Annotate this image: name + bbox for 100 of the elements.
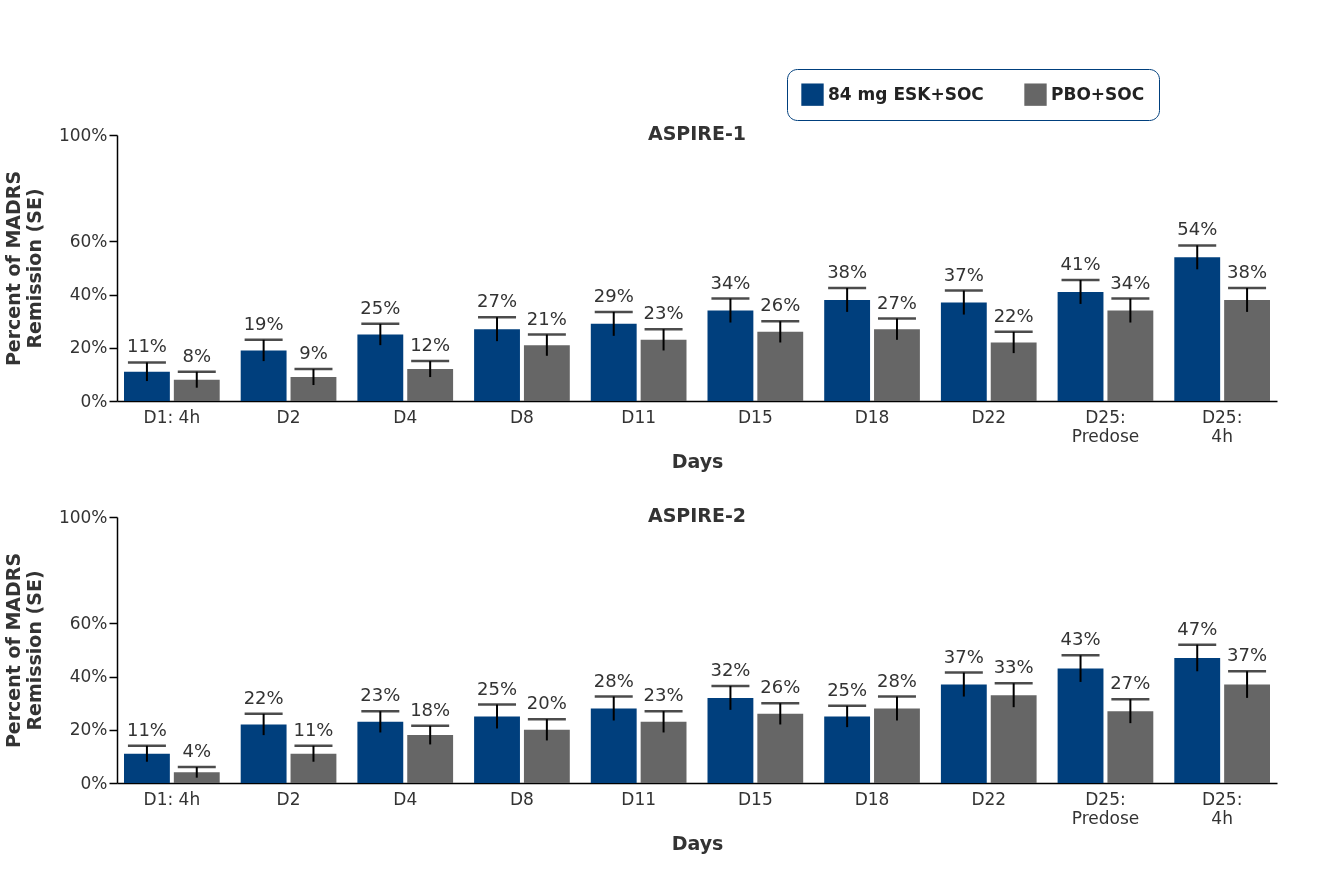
- data-label: 37%: [943, 263, 984, 285]
- x-tick-label: D4: [393, 406, 418, 427]
- bar: [757, 331, 804, 401]
- data-label: 29%: [593, 284, 634, 306]
- bar: [407, 369, 454, 401]
- x-tick-label: D18: [854, 406, 890, 427]
- data-label: 28%: [593, 669, 634, 691]
- bar: [707, 697, 754, 783]
- data-label: 27%: [1110, 672, 1151, 694]
- x-tick-label: D4: [393, 788, 418, 809]
- x-tick-label: D11: [621, 406, 657, 427]
- bar: [357, 334, 404, 401]
- data-label: 38%: [827, 260, 868, 282]
- y-tick-label: 40%: [69, 284, 108, 305]
- bar: [590, 708, 637, 783]
- x-axis-title: Days: [671, 831, 724, 854]
- bar: [940, 302, 987, 401]
- bar: [824, 716, 871, 783]
- bar: [640, 339, 687, 401]
- data-label: 34%: [1110, 271, 1151, 293]
- data-label: 22%: [243, 686, 284, 708]
- data-label: 23%: [360, 684, 401, 706]
- y-tick-label: 100%: [58, 506, 108, 527]
- bar: [173, 379, 220, 401]
- data-label: 34%: [710, 271, 751, 293]
- x-tick-label: D8: [510, 788, 534, 809]
- y-tick-label: 60%: [69, 612, 108, 633]
- y-axis-title: Percent of MADRS Remission (SE): [1, 170, 45, 367]
- legend-label: PBO+SOC: [1051, 83, 1145, 104]
- bar: [940, 684, 987, 783]
- bar: [757, 713, 804, 783]
- data-label: 18%: [410, 698, 451, 720]
- bar: [1107, 711, 1154, 783]
- data-label: 11%: [126, 718, 167, 740]
- data-label: 11%: [293, 718, 334, 740]
- x-tick-label: D1: 4h: [143, 406, 201, 427]
- data-label: 12%: [410, 334, 451, 356]
- bar: [990, 342, 1037, 401]
- bar: [240, 724, 287, 783]
- bar: [357, 721, 404, 783]
- bar: [240, 350, 287, 401]
- data-label: 27%: [876, 291, 917, 313]
- bar: [1174, 257, 1221, 401]
- data-label: 33%: [993, 656, 1034, 678]
- y-tick-label: 20%: [69, 719, 108, 740]
- x-tick-label: D18: [854, 788, 890, 809]
- data-label: 26%: [760, 676, 801, 698]
- data-label: 23%: [643, 302, 684, 324]
- data-label: 25%: [827, 678, 868, 700]
- bar: [874, 329, 920, 401]
- x-tick-label: D2: [276, 788, 301, 809]
- x-tick-label: D25: 4h: [1201, 406, 1243, 446]
- data-label: 4%: [182, 740, 212, 762]
- data-label: 26%: [760, 294, 801, 316]
- y-tick-label: 0%: [80, 390, 108, 411]
- bar: [1224, 299, 1270, 401]
- bar: [173, 772, 220, 783]
- bar: [1057, 291, 1104, 401]
- bar: [523, 729, 570, 783]
- y-tick-label: 100%: [58, 124, 108, 145]
- bar: [290, 377, 337, 401]
- bar: [590, 323, 637, 401]
- bar: [124, 371, 170, 401]
- data-label: 20%: [526, 692, 567, 714]
- data-label: 32%: [710, 658, 751, 680]
- bar: [707, 310, 754, 401]
- data-label: 47%: [1177, 617, 1218, 639]
- bar: [824, 299, 871, 401]
- data-label: 27%: [477, 290, 518, 312]
- bar: [640, 721, 687, 783]
- bar: [1174, 657, 1221, 783]
- x-tick-label: D22: [971, 406, 1007, 427]
- data-label: 22%: [993, 304, 1034, 326]
- bar: [1057, 668, 1104, 783]
- data-label: 25%: [360, 296, 401, 318]
- x-tick-label: D25: 4h: [1201, 788, 1243, 828]
- y-tick-label: 40%: [69, 666, 108, 687]
- bar: [474, 329, 520, 401]
- y-axis-title: Percent of MADRS Remission (SE): [1, 552, 45, 749]
- legend-label: 84 mg ESK+SOC: [828, 83, 984, 104]
- data-label: 9%: [299, 342, 328, 364]
- data-label: 25%: [477, 677, 518, 699]
- bar: [523, 345, 570, 401]
- x-tick-label: D25: Predose: [1071, 406, 1140, 446]
- x-tick-label: D22: [971, 788, 1007, 809]
- x-tick-label: D11: [621, 788, 657, 809]
- bar: [1224, 684, 1270, 783]
- x-tick-label: D2: [276, 406, 301, 427]
- bar: [124, 753, 170, 783]
- data-label: 23%: [643, 684, 684, 706]
- data-label: 28%: [876, 669, 917, 691]
- x-tick-label: D1: 4h: [143, 788, 201, 809]
- y-tick-label: 0%: [80, 772, 108, 793]
- x-tick-label: D25: Predose: [1071, 788, 1140, 828]
- x-tick-label: D15: [737, 406, 773, 427]
- bar: [990, 695, 1037, 783]
- bar: [290, 753, 337, 783]
- data-label: 54%: [1177, 218, 1218, 240]
- bar: [1107, 310, 1154, 401]
- y-tick-label: 20%: [69, 337, 108, 358]
